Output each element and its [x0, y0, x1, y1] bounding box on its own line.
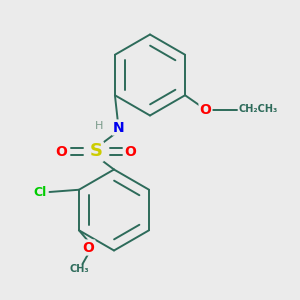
- Text: CH₃: CH₃: [70, 263, 89, 274]
- Text: O: O: [200, 103, 211, 116]
- Text: O: O: [82, 241, 94, 254]
- Text: O: O: [124, 145, 136, 158]
- Text: Cl: Cl: [34, 185, 47, 199]
- Text: CH₂CH₃: CH₂CH₃: [238, 104, 278, 115]
- Text: H: H: [95, 121, 103, 131]
- Text: S: S: [89, 142, 103, 160]
- Text: O: O: [56, 145, 68, 158]
- Text: N: N: [113, 121, 124, 134]
